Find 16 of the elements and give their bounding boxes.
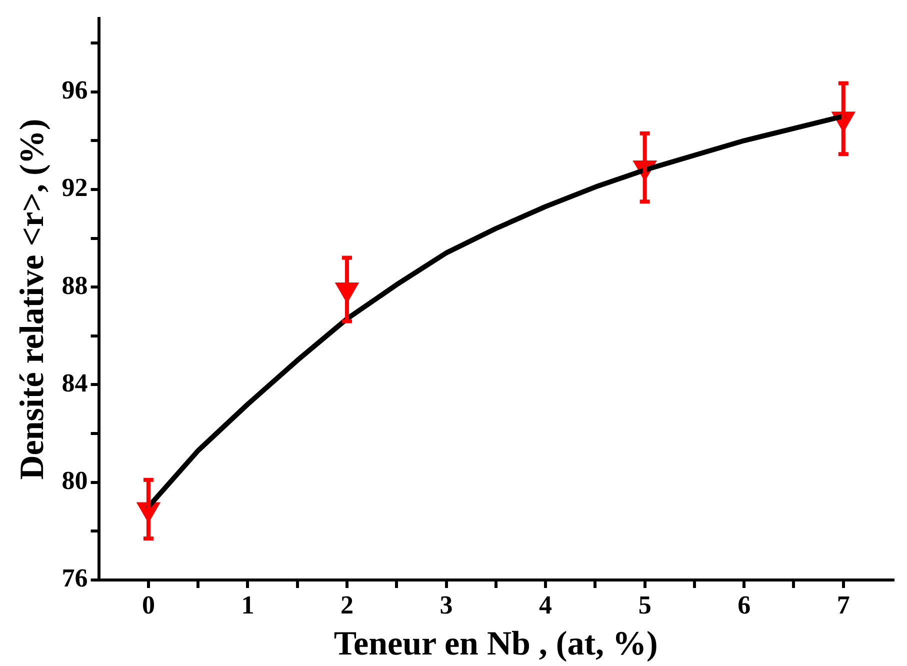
y-tick-label: 88 [62,270,88,300]
y-tick-label: 92 [62,173,88,202]
y-axis-title: Densité relative <r>, (%) [14,118,52,480]
x-tick-label: 4 [539,590,552,620]
x-tick-label: 0 [142,590,155,620]
y-tick-label: 84 [62,368,88,398]
x-tick-label: 5 [638,590,652,620]
x-tick-label: 6 [738,590,751,620]
y-tick-label: 76 [62,564,88,593]
x-tick-label: 2 [340,590,354,620]
x-tick-label: 1 [241,590,254,620]
x-axis-title: Teneur en Nb , (at, %) [334,625,658,662]
x-tick-label: 7 [836,590,850,620]
x-tick-label: 3 [440,590,453,620]
y-tick-label: 80 [62,466,88,496]
y-tick-label: 96 [62,76,88,105]
